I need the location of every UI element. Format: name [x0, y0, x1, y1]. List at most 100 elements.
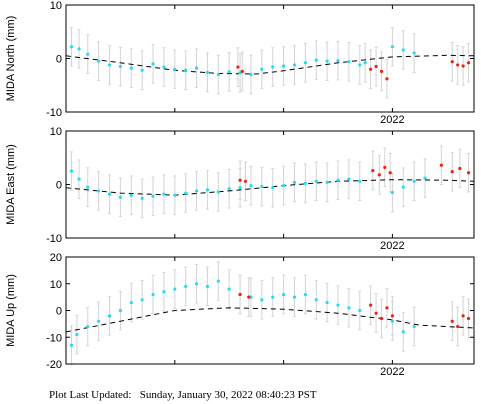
data-point-cyan: [347, 177, 351, 181]
data-point-cyan: [227, 287, 231, 291]
data-point-cyan: [314, 298, 318, 302]
y-tick-label: 10: [50, 126, 62, 138]
y-tick-label: -10: [46, 233, 62, 245]
data-point-red: [450, 319, 454, 323]
data-point-red: [466, 61, 471, 65]
data-point-cyan: [69, 169, 74, 173]
model-trend-line: [65, 307, 475, 333]
data-point-cyan: [347, 60, 351, 64]
data-point-red: [238, 178, 242, 182]
y-tick-label: -10: [46, 107, 62, 119]
data-point-cyan: [325, 300, 329, 305]
data-point-cyan: [238, 186, 242, 190]
data-point-cyan: [401, 48, 405, 52]
data-point-cyan: [282, 183, 286, 188]
plot-frame: [65, 130, 475, 239]
data-point-cyan: [75, 332, 79, 337]
data-point-cyan: [282, 64, 286, 68]
data-point-cyan: [77, 177, 81, 181]
data-point-cyan: [162, 290, 166, 294]
data-point-cyan: [173, 287, 177, 291]
data-point-cyan: [97, 319, 101, 323]
data-point-red: [238, 292, 242, 297]
data-point-cyan: [325, 59, 329, 63]
data-point-cyan: [151, 62, 155, 66]
data-point-cyan: [151, 194, 155, 198]
data-point-cyan: [358, 63, 362, 67]
data-point-red: [456, 63, 460, 67]
data-point-red: [236, 65, 240, 69]
model-trend-line: [65, 54, 475, 75]
data-point-cyan: [107, 192, 112, 196]
y-tick-label: 10: [50, 0, 62, 12]
data-point-red: [247, 295, 251, 299]
data-point-cyan: [292, 295, 297, 299]
data-point-cyan: [227, 187, 231, 191]
data-point-cyan: [118, 308, 122, 313]
y-axis-label: MIDA Up (mm): [5, 274, 17, 347]
data-point-cyan: [303, 292, 307, 297]
y-tick-label: -20: [46, 359, 62, 371]
footer-label: Plot Last Updated:: [49, 389, 132, 401]
plot-frame: [65, 4, 475, 113]
data-point-cyan: [314, 179, 318, 183]
data-point-cyan: [118, 195, 122, 199]
data-point-cyan: [260, 67, 264, 71]
data-point-red: [458, 166, 462, 171]
data-point-cyan: [292, 180, 297, 184]
data-point-cyan: [303, 61, 307, 65]
data-point-cyan: [173, 67, 177, 71]
data-point-cyan: [194, 66, 199, 70]
data-point-cyan: [271, 186, 275, 190]
data-point-cyan: [140, 68, 144, 72]
data-point-cyan: [412, 324, 416, 329]
data-point-cyan: [162, 65, 166, 69]
data-point-red: [450, 60, 454, 64]
data-point-cyan: [390, 319, 394, 323]
data-point-cyan: [401, 185, 405, 189]
data-point-cyan: [129, 193, 133, 197]
data-point-cyan: [347, 306, 351, 310]
data-point-red: [466, 171, 471, 175]
data-point-cyan: [227, 70, 231, 74]
data-point-cyan: [205, 70, 210, 75]
data-point-red: [383, 165, 387, 169]
data-point-cyan: [260, 298, 264, 302]
data-point-cyan: [314, 58, 318, 62]
data-point-red: [374, 311, 378, 315]
data-point-cyan: [86, 324, 90, 329]
data-point-red: [388, 171, 392, 175]
data-point-cyan: [216, 190, 220, 194]
y-axis-label: MIDA East (mm): [5, 144, 17, 225]
data-point-red: [456, 324, 460, 329]
data-point-red: [371, 168, 375, 173]
data-point-cyan: [173, 193, 177, 197]
data-point-cyan: [390, 45, 394, 49]
data-point-red: [377, 173, 381, 177]
data-point-cyan: [205, 284, 210, 289]
data-point-cyan: [184, 284, 188, 289]
data-point-cyan: [249, 183, 253, 188]
y-tick-label: -10: [46, 332, 62, 344]
data-point-cyan: [140, 298, 144, 302]
data-point-red: [369, 303, 373, 307]
data-point-cyan: [423, 176, 427, 180]
data-point-cyan: [363, 61, 367, 65]
y-tick-label: 0: [56, 54, 62, 66]
data-point-cyan: [216, 72, 220, 77]
data-point-cyan: [292, 63, 297, 67]
data-point-cyan: [336, 59, 340, 63]
data-point-red: [243, 179, 248, 183]
data-point-cyan: [118, 64, 122, 69]
data-point-cyan: [216, 279, 220, 283]
y-axis-label: MIDA North (mm): [5, 16, 17, 102]
footer-timestamp: Sunday, January 30, 2022 08:40:23 PST: [139, 389, 317, 401]
data-point-cyan: [194, 282, 199, 286]
data-point-cyan: [77, 47, 81, 51]
data-point-cyan: [401, 330, 405, 334]
data-point-cyan: [205, 188, 210, 192]
data-point-cyan: [282, 292, 286, 297]
data-point-red: [439, 163, 443, 167]
data-point-cyan: [303, 181, 307, 186]
